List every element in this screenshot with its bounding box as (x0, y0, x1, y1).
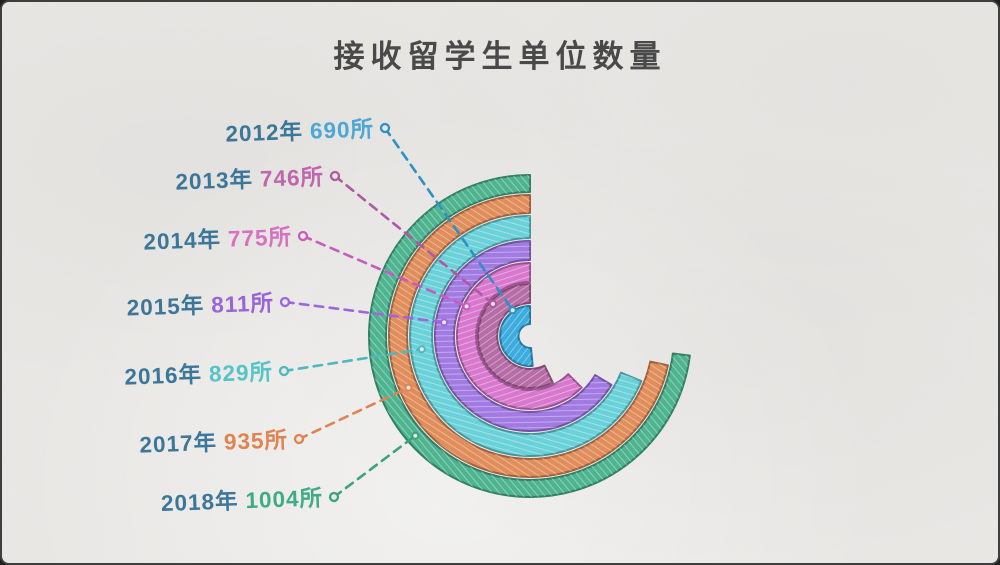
radial-bar-chart: 2012年690所2013年746所2014年775所2015年811所2016… (2, 2, 998, 563)
video-frame: 接收留学生单位数量 (0, 0, 1000, 565)
paper-grain (2, 2, 998, 563)
